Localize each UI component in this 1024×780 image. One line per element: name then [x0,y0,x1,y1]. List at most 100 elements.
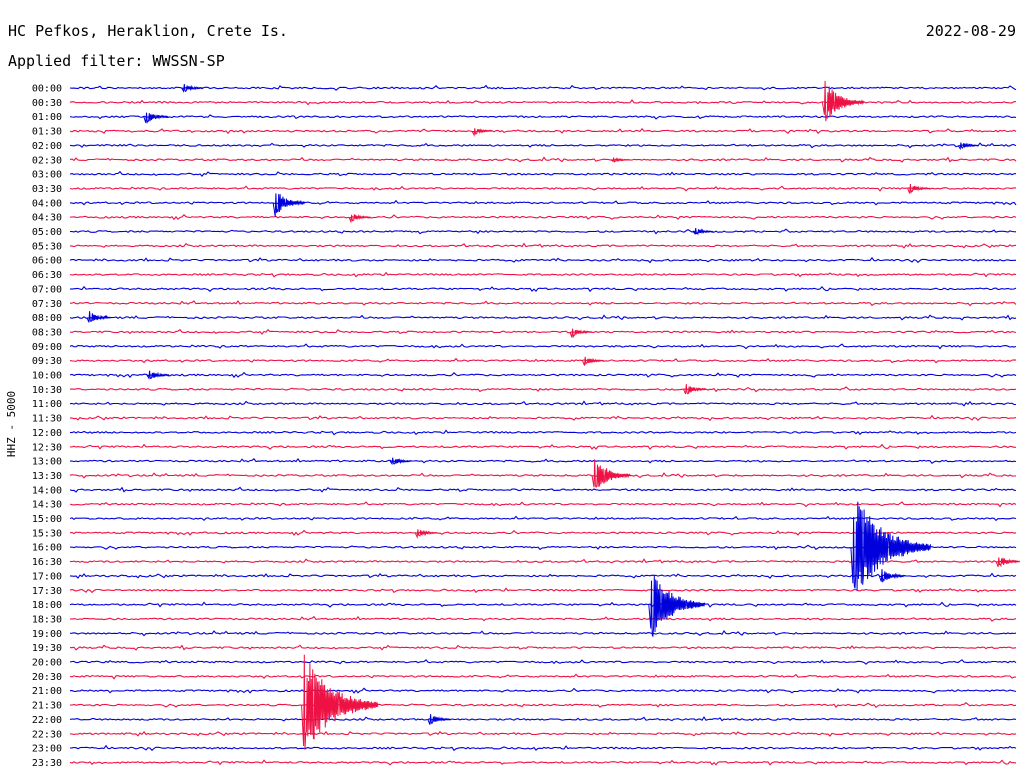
tick-label-1830: 18:30 [32,614,62,625]
tick-label-1500: 15:00 [32,514,62,525]
tick-label-1030: 10:30 [32,385,62,396]
tick-label-1530: 15:30 [32,528,62,539]
event-11 [569,328,593,339]
event-5 [610,157,630,163]
tick-label-2300: 23:00 [32,744,62,755]
date-label: 2022-08-29 [926,22,1016,40]
event-12 [582,356,605,366]
trace-1400 [69,486,1017,493]
event-0 [181,83,204,93]
tick-label-0200: 02:00 [32,141,62,152]
tick-label-1100: 11:00 [32,399,62,410]
trace-0430 [69,214,1017,221]
tick-label-0030: 00:30 [32,98,62,109]
trace-1100 [69,400,1016,407]
trace-0800 [69,314,1017,321]
trace-0230 [69,156,1017,163]
seismic-events [86,80,1021,750]
event-15 [389,457,412,466]
trace-1830 [69,615,1017,622]
tick-label-1700: 17:00 [32,571,62,582]
tick-label-2130: 21:30 [32,701,62,712]
trace-0700 [69,285,1017,293]
trace-1430 [69,501,1017,508]
event-21 [648,575,706,637]
trace-0900 [69,343,1017,350]
event-10 [86,311,111,323]
event-2 [143,112,169,125]
trace-1900 [69,630,1017,637]
trace-2300 [69,744,1017,752]
tick-label-1630: 16:30 [32,557,62,568]
tick-label-0830: 08:30 [32,327,62,338]
trace-0830 [69,328,1017,335]
event-19 [995,557,1021,568]
tick-label-1430: 14:30 [32,500,62,511]
tick-label-2330: 23:30 [32,758,62,769]
event-9 [692,228,714,236]
tick-label-0530: 05:30 [32,241,62,252]
trace-0600 [69,256,1016,264]
seismogram-traces [69,84,1017,766]
tick-label-1130: 11:30 [32,414,62,425]
event-1 [821,80,865,122]
tick-label-0430: 04:30 [32,213,62,224]
trace-2000 [69,659,1017,665]
tick-label-1900: 19:00 [32,629,62,640]
tick-label-0500: 05:00 [32,227,62,238]
trace-0300 [69,170,1017,177]
trace-0630 [69,271,1017,278]
tick-label-0800: 08:00 [32,313,62,324]
tick-label-1600: 16:00 [32,543,62,554]
trace-0330 [69,185,1016,192]
trace-0930 [69,357,1017,364]
event-6 [907,183,931,195]
tick-label-1000: 10:00 [32,371,62,382]
tick-label-2000: 20:00 [32,658,62,669]
tick-label-0900: 09:00 [32,342,62,353]
event-20 [878,569,905,583]
trace-1200 [69,429,1017,436]
trace-2100 [69,687,1017,694]
tick-label-0930: 09:30 [32,356,62,367]
trace-2230 [69,730,1017,737]
tick-label-1330: 13:30 [32,471,62,482]
event-16 [591,459,631,489]
event-22 [301,654,379,750]
trace-2130 [69,701,1017,709]
tick-label-2100: 21:00 [32,686,62,697]
trace-1130 [69,414,1017,422]
trace-0500 [69,228,1017,235]
trace-1800 [69,601,1017,608]
trace-1300 [69,457,1017,465]
tick-label-0730: 07:30 [32,299,62,310]
trace-1930 [69,644,1017,651]
trace-1000 [69,371,1017,379]
trace-1230 [69,443,1017,450]
tick-label-2200: 22:00 [32,715,62,726]
trace-1500 [69,515,1017,522]
tick-label-2030: 20:30 [32,672,62,683]
trace-0000 [69,84,1017,91]
event-23 [427,714,452,725]
event-17 [414,529,438,540]
trace-0130 [69,127,1017,135]
trace-0030 [69,99,1017,106]
tick-label-1400: 14:00 [32,485,62,496]
filter-label: Applied filter: WWSSN-SP [8,52,225,70]
event-18 [850,501,932,591]
trace-1730 [69,587,1017,594]
tick-label-0100: 01:00 [32,112,62,123]
trace-0200 [69,142,1017,149]
tick-label-1930: 19:30 [32,643,62,654]
tick-label-0600: 06:00 [32,256,62,267]
trace-0400 [69,199,1017,206]
time-tick-labels: 00:00 00:30 01:00 01:30 02:00 02:30 03:00 03:30… [32,84,62,769]
tick-label-0300: 03:00 [32,170,62,181]
event-13 [146,370,170,380]
trace-2330 [69,759,1017,766]
trace-1700 [69,572,1017,580]
event-8 [348,214,371,224]
tick-label-1800: 18:00 [32,600,62,611]
